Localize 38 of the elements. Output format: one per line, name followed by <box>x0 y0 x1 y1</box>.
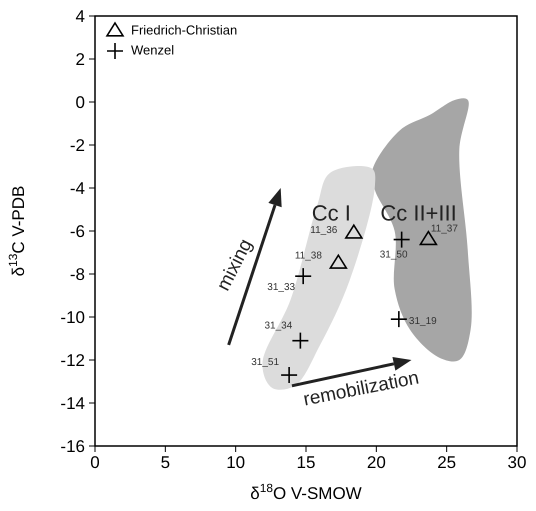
y-tick-label: -16 <box>60 436 85 456</box>
annotation: 31_34 <box>264 320 293 332</box>
x-tick-label: 15 <box>296 453 316 472</box>
point <box>292 332 310 350</box>
x-axis-title: δ$^{18}$O V-SMOW <box>250 481 362 503</box>
y-tick-label: -12 <box>60 350 85 370</box>
point <box>294 267 312 285</box>
x-tick-label: 10 <box>226 453 246 472</box>
x-tick-label: 30 <box>508 453 526 472</box>
point <box>390 310 408 328</box>
x-tick-label: 0 <box>90 453 100 472</box>
annotation: 31_19 <box>408 316 438 328</box>
y-tick-label: -4 <box>70 178 85 198</box>
legend-label: Wenzel <box>131 42 174 58</box>
y-tick-label: -14 <box>60 394 85 413</box>
annotation: 11_38 <box>294 250 322 262</box>
point <box>280 366 298 384</box>
annotation: 11_36 <box>310 225 338 236</box>
annotation: 31_33 <box>267 282 296 294</box>
y-tick-label: 4 <box>76 6 85 26</box>
x-tick-label: 20 <box>366 453 386 472</box>
legend-label: Friedrich-Christian <box>131 22 238 38</box>
y-tick-label: 2 <box>76 50 85 69</box>
point <box>392 230 410 248</box>
annotation: 31_51 <box>251 357 280 368</box>
y-tick-label: -6 <box>70 222 85 241</box>
annotation: remobilization <box>302 368 421 410</box>
point <box>345 224 363 239</box>
y-tick-label: 0 <box>76 92 85 112</box>
annotation: 31_50 <box>380 250 408 261</box>
x-tick-label: 5 <box>160 453 170 472</box>
y-tick-label: -8 <box>70 264 85 284</box>
y-tick-label: -2 <box>70 136 85 155</box>
annotation: Cc I <box>312 200 351 226</box>
annotation: 11_37 <box>430 224 458 235</box>
point <box>330 254 348 269</box>
y-tick-label: -10 <box>60 308 85 327</box>
x-tick-label: 25 <box>437 453 456 472</box>
